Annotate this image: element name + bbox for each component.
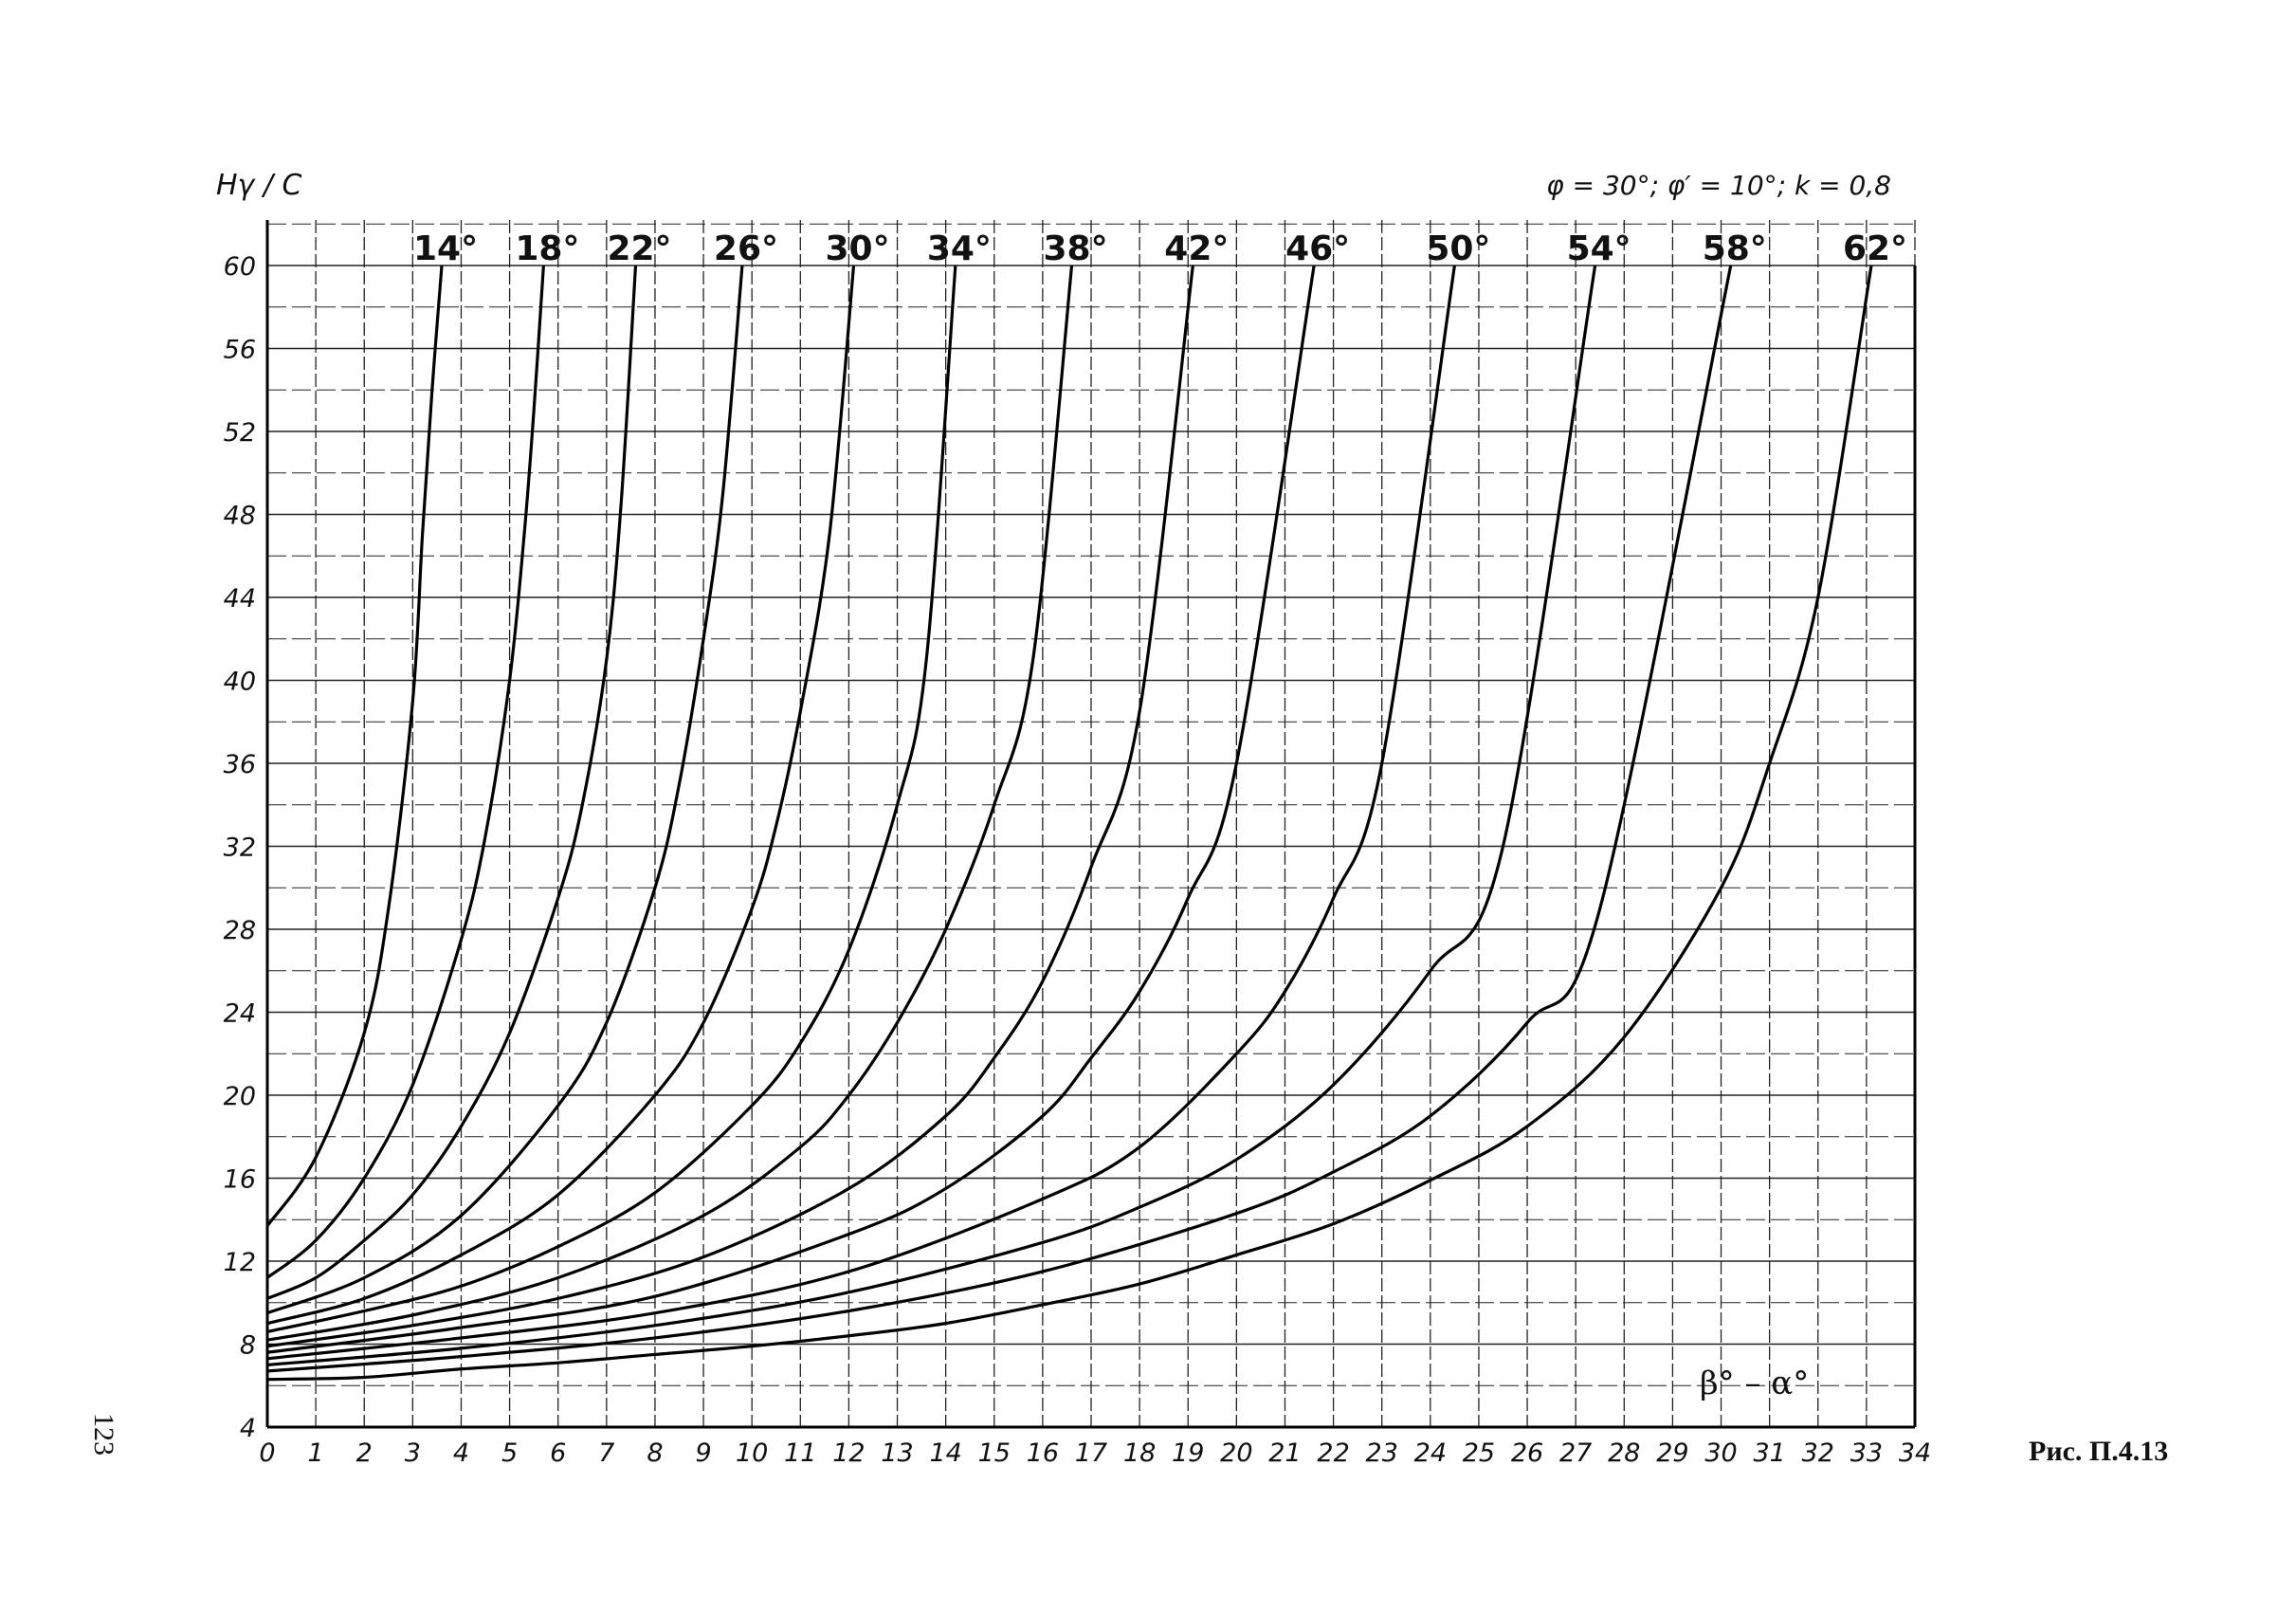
chart-title: φ = 30°; φ′ = 10°; k = 0,8: [1546, 170, 1891, 201]
series-label: 26°: [714, 229, 778, 268]
x-tick-label: 6: [550, 1438, 566, 1468]
x-tick-label: 2: [356, 1438, 373, 1468]
y-axis-label: Hγ / C: [216, 169, 301, 202]
series-line: [266, 265, 957, 1333]
y-tick-label: 48: [224, 502, 256, 531]
series-line: [266, 265, 1456, 1361]
y-tick-label: 28: [224, 916, 256, 945]
x-tick-label: 10: [736, 1438, 768, 1468]
x-tick-label: 5: [501, 1438, 518, 1468]
series-line: [266, 265, 744, 1315]
y-tick-label: 12: [224, 1248, 256, 1277]
x-tick-label: 18: [1123, 1438, 1156, 1468]
x-tick-label: 21: [1268, 1438, 1301, 1468]
series-label: 34°: [927, 229, 992, 268]
y-tick-label: 16: [224, 1165, 256, 1195]
x-tick-label: 12: [832, 1438, 865, 1468]
x-tick-label: 27: [1559, 1438, 1592, 1468]
x-tick-label: 15: [978, 1438, 1011, 1468]
series-label: 54°: [1567, 229, 1631, 268]
y-tick-label: 8: [240, 1331, 256, 1361]
x-tick-label: 23: [1366, 1438, 1398, 1468]
x-tick-label: 25: [1463, 1438, 1495, 1468]
y-tick-label: 36: [224, 750, 256, 779]
series-line: [266, 265, 1074, 1342]
x-tick-label: 31: [1753, 1438, 1785, 1468]
x-tick-label: 22: [1317, 1438, 1349, 1468]
series-label: 30°: [825, 229, 889, 268]
series-line: [266, 265, 638, 1300]
x-tick-label: 32: [1802, 1438, 1834, 1468]
series-label: 42°: [1164, 229, 1229, 268]
x-tick-label: 24: [1414, 1438, 1447, 1468]
series-label: 14°: [413, 229, 478, 268]
y-tick-label: 40: [224, 668, 256, 697]
y-tick-label: 60: [224, 252, 256, 282]
series-label: 50°: [1426, 229, 1490, 268]
curve-labels: 14° 18° 22° 26° 30° 34° 38° 42° 46° 50° 54° 58° 62°: [413, 229, 1907, 268]
x-tick-label: 19: [1172, 1438, 1204, 1468]
x-tick-label: 3: [405, 1438, 421, 1468]
x-tick-label: 16: [1027, 1438, 1059, 1468]
x-tick-label: 14: [929, 1438, 961, 1468]
x-tick-label: 30: [1704, 1438, 1737, 1468]
x-tick-label: 8: [647, 1438, 663, 1468]
series-line: [266, 265, 545, 1279]
x-tick-label: 7: [598, 1438, 614, 1468]
curves: [265, 265, 1873, 1382]
x-tick-label: 13: [881, 1438, 913, 1468]
series-line: [266, 265, 856, 1326]
series-label: 46°: [1285, 229, 1350, 268]
x-tick-label: 11: [784, 1438, 816, 1468]
x-tick-label: 34: [1899, 1438, 1931, 1468]
series-line: [266, 265, 1316, 1354]
y-tick-label: 52: [224, 418, 256, 448]
y-tick-label: 4: [240, 1414, 256, 1443]
x-tick-label: 33: [1850, 1438, 1883, 1468]
x-tick-label: 26: [1511, 1438, 1543, 1468]
x-tick-label: 20: [1220, 1438, 1252, 1468]
x-axis-label: β° – α°: [1700, 1365, 1809, 1402]
figure-caption: Рис. П.4.13: [2029, 1436, 2168, 1467]
series-label: 38°: [1043, 229, 1107, 268]
axes: [265, 220, 1917, 1429]
page-number: 123: [88, 1413, 119, 1456]
y-tick-label: 20: [224, 1082, 256, 1111]
series-line: [266, 265, 1194, 1348]
grid: [266, 220, 1916, 1428]
x-tick-label: 17: [1075, 1438, 1107, 1468]
y-tick-label: 44: [224, 584, 256, 614]
x-tick-label: 28: [1608, 1438, 1640, 1468]
series-line: [266, 265, 1597, 1366]
y-tick-label: 56: [224, 336, 256, 365]
x-tick-label: 0: [259, 1438, 275, 1468]
series-line: [265, 265, 444, 1227]
series-label: 58°: [1703, 229, 1767, 268]
y-tick-label: 24: [224, 999, 256, 1029]
y-tick-label: 32: [224, 833, 256, 863]
series-label: 62°: [1843, 229, 1907, 268]
series-label: 18°: [515, 229, 579, 268]
series-line: [266, 265, 1873, 1382]
x-tick-label: 9: [695, 1438, 711, 1468]
series-line: [266, 265, 1733, 1373]
x-tick-label: 29: [1656, 1438, 1688, 1468]
x-tick-label: 4: [453, 1438, 469, 1468]
x-tick-label: 1: [308, 1438, 324, 1468]
series-label: 22°: [607, 229, 671, 268]
